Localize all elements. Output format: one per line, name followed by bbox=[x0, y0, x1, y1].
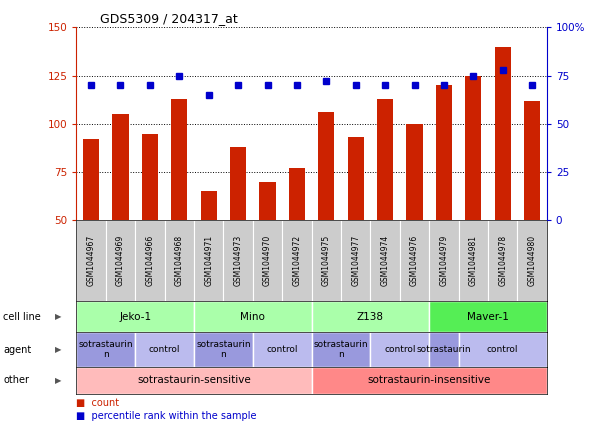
Bar bbox=[106, 220, 135, 301]
Bar bbox=[406, 124, 423, 220]
Bar bbox=[164, 220, 194, 301]
Bar bbox=[370, 332, 430, 367]
Text: GSM1044981: GSM1044981 bbox=[469, 235, 478, 286]
Bar bbox=[495, 47, 511, 220]
Bar bbox=[194, 332, 253, 367]
Text: GSM1044980: GSM1044980 bbox=[528, 235, 536, 286]
Bar bbox=[459, 332, 547, 367]
Text: ■  count: ■ count bbox=[76, 398, 120, 408]
Bar bbox=[524, 101, 540, 220]
Bar bbox=[312, 332, 370, 367]
Bar bbox=[76, 301, 194, 332]
Text: ▶: ▶ bbox=[55, 376, 61, 385]
Bar bbox=[260, 182, 276, 220]
Text: GSM1044977: GSM1044977 bbox=[351, 235, 360, 286]
Bar bbox=[282, 220, 312, 301]
Bar bbox=[318, 113, 334, 220]
Text: GSM1044975: GSM1044975 bbox=[322, 235, 331, 286]
Text: sotrastaurin
n: sotrastaurin n bbox=[196, 340, 251, 359]
Text: GSM1044978: GSM1044978 bbox=[498, 235, 507, 286]
Bar bbox=[135, 220, 164, 301]
Bar bbox=[429, 332, 459, 367]
Text: Z138: Z138 bbox=[357, 312, 384, 322]
Text: GSM1044973: GSM1044973 bbox=[233, 235, 243, 286]
Bar bbox=[142, 134, 158, 220]
Bar bbox=[436, 85, 452, 220]
Bar bbox=[459, 220, 488, 301]
Text: Jeko-1: Jeko-1 bbox=[119, 312, 152, 322]
Text: ▶: ▶ bbox=[55, 312, 61, 321]
Text: control: control bbox=[266, 345, 298, 354]
Bar bbox=[194, 220, 224, 301]
Text: sotrastaurin: sotrastaurin bbox=[417, 345, 471, 354]
Text: GSM1044974: GSM1044974 bbox=[381, 235, 390, 286]
Bar bbox=[194, 301, 312, 332]
Text: cell line: cell line bbox=[3, 312, 41, 322]
Text: sotrastaurin-sensitive: sotrastaurin-sensitive bbox=[137, 375, 251, 385]
Text: ■  percentile rank within the sample: ■ percentile rank within the sample bbox=[76, 412, 257, 421]
Text: control: control bbox=[149, 345, 180, 354]
Bar bbox=[76, 367, 312, 394]
Bar bbox=[135, 332, 194, 367]
Text: control: control bbox=[384, 345, 415, 354]
Bar bbox=[230, 147, 246, 220]
Bar bbox=[312, 367, 547, 394]
Bar bbox=[429, 301, 547, 332]
Text: GSM1044972: GSM1044972 bbox=[293, 235, 301, 286]
Text: sotrastaurin
n: sotrastaurin n bbox=[313, 340, 368, 359]
Bar bbox=[253, 332, 312, 367]
Bar bbox=[171, 99, 188, 220]
Text: GSM1044967: GSM1044967 bbox=[87, 235, 95, 286]
Text: GSM1044971: GSM1044971 bbox=[204, 235, 213, 286]
Bar bbox=[377, 99, 393, 220]
Text: other: other bbox=[3, 375, 29, 385]
Bar bbox=[312, 220, 341, 301]
Text: sotrastaurin
n: sotrastaurin n bbox=[78, 340, 133, 359]
Text: GSM1044969: GSM1044969 bbox=[116, 235, 125, 286]
Text: sotrastaurin-insensitive: sotrastaurin-insensitive bbox=[368, 375, 491, 385]
Text: GSM1044976: GSM1044976 bbox=[410, 235, 419, 286]
Text: Maver-1: Maver-1 bbox=[467, 312, 509, 322]
Bar bbox=[112, 114, 128, 220]
Bar bbox=[312, 301, 429, 332]
Bar bbox=[83, 139, 99, 220]
Text: GSM1044970: GSM1044970 bbox=[263, 235, 272, 286]
Bar bbox=[253, 220, 282, 301]
Bar bbox=[224, 220, 253, 301]
Text: Mino: Mino bbox=[240, 312, 265, 322]
Bar bbox=[348, 137, 364, 220]
Text: GSM1044968: GSM1044968 bbox=[175, 235, 184, 286]
Bar bbox=[370, 220, 400, 301]
Text: agent: agent bbox=[3, 345, 31, 354]
Bar bbox=[488, 220, 518, 301]
Bar bbox=[341, 220, 370, 301]
Text: GDS5309 / 204317_at: GDS5309 / 204317_at bbox=[100, 12, 238, 25]
Bar bbox=[465, 76, 481, 220]
Bar bbox=[289, 168, 305, 220]
Text: GSM1044966: GSM1044966 bbox=[145, 235, 155, 286]
Bar bbox=[200, 191, 217, 220]
Bar bbox=[429, 220, 459, 301]
Bar bbox=[76, 220, 106, 301]
Text: control: control bbox=[487, 345, 519, 354]
Text: ▶: ▶ bbox=[55, 345, 61, 354]
Bar bbox=[400, 220, 429, 301]
Bar bbox=[518, 220, 547, 301]
Text: GSM1044979: GSM1044979 bbox=[439, 235, 448, 286]
Bar bbox=[76, 332, 135, 367]
